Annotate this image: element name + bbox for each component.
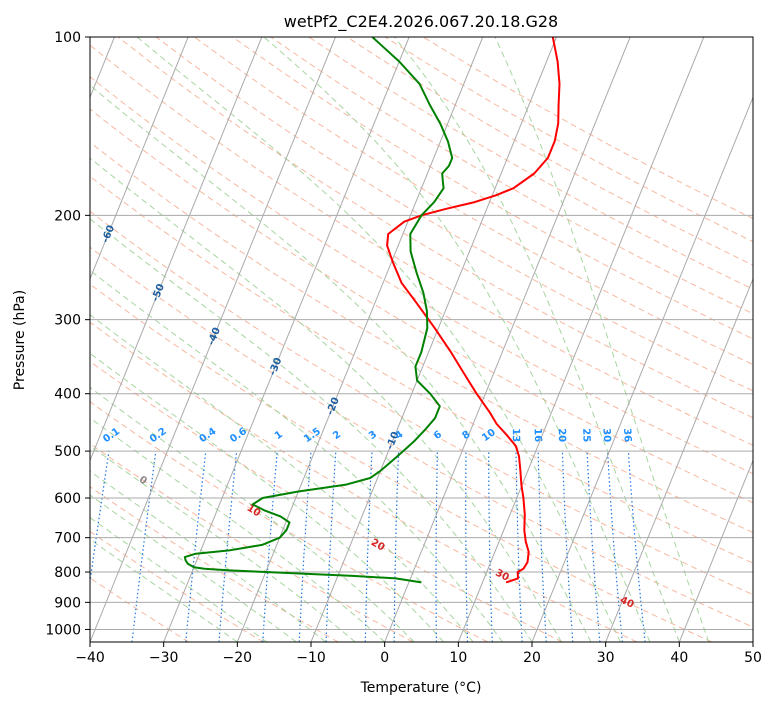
x-axis-label: Temperature (°C): [360, 680, 482, 696]
dry-adiabat-line: [90, 210, 753, 596]
dry-adiabat-line: [90, 246, 753, 628]
x-tick-label: 50: [744, 650, 762, 666]
y-tick-label: 300: [54, 313, 81, 329]
y-tick-label: 400: [54, 387, 81, 403]
mixing-ratio-line: [90, 451, 110, 587]
y-tick-label: 1000: [45, 622, 81, 638]
x-tick-label: −10: [296, 650, 326, 666]
dry-adiabat-line: [270, 37, 753, 315]
moist-adiabat-line: [90, 417, 386, 642]
mixing-ratio-label: 25: [580, 428, 592, 442]
x-tick-label: 30: [597, 650, 615, 666]
dry-adiabat-line: [90, 401, 488, 642]
moist-adiabat-line: [494, 37, 710, 642]
mixing-ratio-line: [185, 451, 207, 642]
isotherm-line: [163, 37, 410, 642]
dry-adiabat-line: [90, 530, 264, 642]
dry-adiabat-label: 0: [137, 474, 149, 487]
profile-series: [183, 37, 561, 584]
x-tick-label: −30: [149, 650, 179, 666]
mixing-ratio-label: 16: [532, 428, 543, 442]
isotherm-line: [236, 37, 484, 642]
mixing-ratio-line: [218, 451, 238, 642]
chart-title: wetPf2_C2E4.2026.067.20.18.G28: [284, 12, 558, 32]
y-axis-label: Pressure (hPa): [12, 290, 28, 390]
dry-adiabat-label: 40: [618, 595, 635, 611]
isotherm-line: [310, 37, 557, 642]
moist-adiabat-line: [90, 269, 503, 642]
moist-adiabat-line: [90, 157, 562, 642]
dry-adiabat-line: [155, 37, 753, 392]
isotherm-line: [90, 37, 189, 281]
y-axis-ticks: 100 200 300 400 500 600 700 800 900 1000: [45, 30, 90, 638]
moist-adiabat-line: [90, 314, 474, 642]
moist-adiabat-line: [90, 352, 444, 642]
mixing-ratio-label: 13: [510, 428, 521, 442]
y-tick-label: 500: [54, 444, 81, 460]
dry-adiabat-line: [308, 37, 753, 290]
x-tick-label: 40: [670, 650, 688, 666]
y-tick-label: 200: [54, 208, 81, 224]
moist-adiabat-line: [136, 37, 621, 642]
dry-adiabat-line: [90, 283, 712, 642]
isotherm-line: [90, 37, 263, 462]
x-axis-ticks: −40 −30 −20 −10 0 10 20 30 40 50: [75, 642, 762, 666]
x-tick-label: 20: [523, 650, 541, 666]
moist-adiabat-line: [90, 218, 533, 642]
y-tick-label: 800: [54, 565, 81, 581]
moist-adiabat-line: [263, 37, 651, 642]
isotherm-line: [457, 37, 705, 642]
dry-adiabat-line: [194, 37, 753, 366]
moist-adiabat-line: [394, 37, 680, 642]
isotherm-line: [605, 277, 753, 642]
background-lines: [90, 37, 753, 642]
isotherm-line: [678, 459, 753, 642]
y-tick-label: 600: [54, 491, 81, 507]
mixing-ratio-line: [607, 451, 623, 642]
isotherm-line: [90, 37, 336, 642]
moist-adiabat-line: [90, 470, 327, 642]
x-tick-label: 0: [380, 650, 389, 666]
moist-adiabat-line: [90, 538, 238, 642]
dry-adiabat-line: [90, 175, 753, 564]
y-tick-label: 900: [54, 595, 81, 611]
moist-adiabat-line: [90, 386, 415, 642]
dry-adiabat-line: [90, 360, 563, 642]
isotherm-line: [384, 37, 631, 642]
isotherm-line: [531, 96, 753, 642]
mixing-ratio-line: [627, 451, 646, 642]
y-tick-label: 700: [54, 531, 81, 547]
mixing-ratio-label: 36: [621, 428, 633, 443]
y-tick-label: 100: [54, 30, 81, 46]
temperature-profile-line: [386, 37, 561, 584]
mixing-ratio-label: 30: [600, 428, 612, 443]
x-tick-label: −40: [75, 650, 105, 666]
x-tick-label: −20: [223, 650, 253, 666]
plot-frame: [89, 36, 754, 643]
dry-adiabat-line: [90, 141, 753, 534]
dewpoint-profile-line: [183, 37, 454, 584]
x-tick-label: 10: [449, 650, 467, 666]
moist-adiabat-line: [90, 516, 268, 642]
dry-adiabat-line: [90, 108, 753, 504]
mixing-ratio-label: 20: [556, 428, 567, 442]
dry-adiabat-line: [90, 76, 753, 475]
dry-adiabat-line: [90, 321, 638, 642]
moist-adiabat-line: [90, 494, 297, 642]
